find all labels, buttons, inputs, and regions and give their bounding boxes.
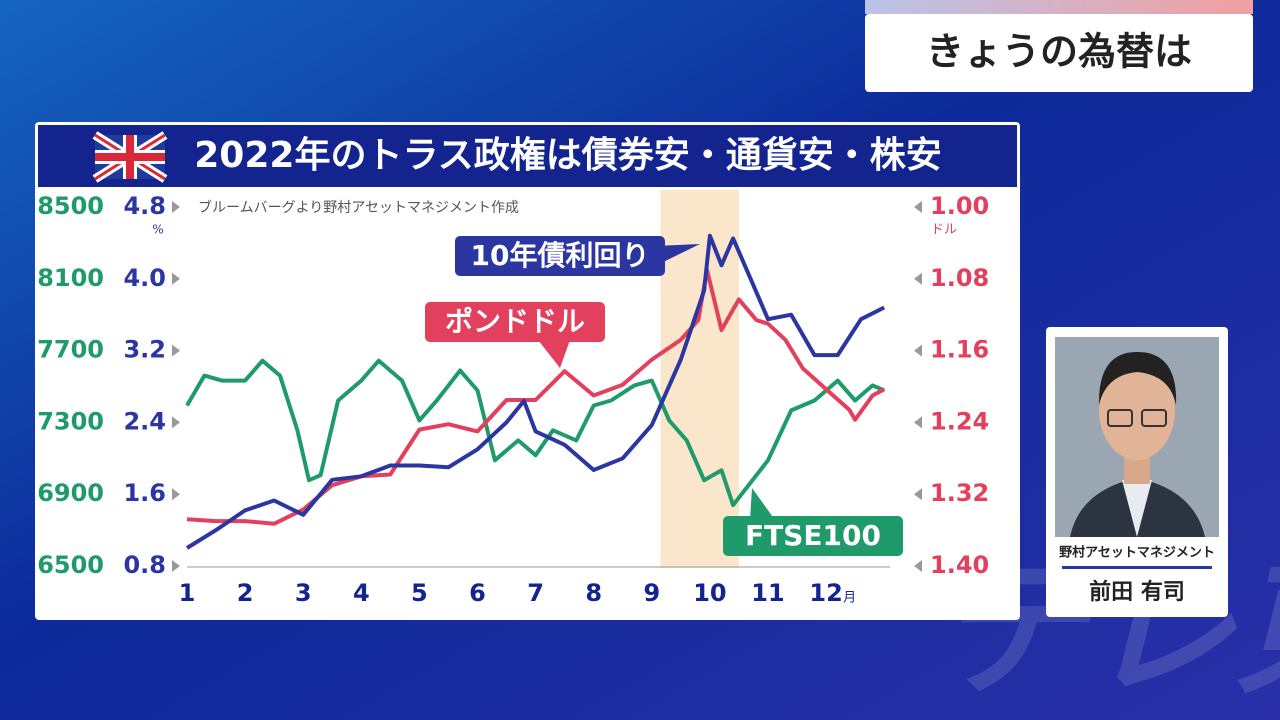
x-tick-label: 7 [527,579,544,607]
y-tick-label: 1.16 [930,336,989,364]
series-line [185,233,886,550]
tick-mark [914,344,922,357]
tick-mark [172,344,180,357]
tick-mark [914,416,922,429]
y-tick-label: 1.40 [930,551,989,579]
y-tick-label: 1.00 [930,192,989,220]
tick-mark [914,201,922,213]
title-bar [38,125,1017,187]
chart-title: 2022年のトラス政権は債券安・通貨安・株安 [194,135,941,176]
tick-mark [172,560,180,572]
series-label-box [455,236,665,276]
callout-pointer [655,244,700,266]
y-tick-label: 1.6 [123,479,166,507]
x-tick-label: 4 [353,579,370,607]
series-label-box [723,516,903,556]
guest-name: 前田 有司 [1089,579,1185,605]
series-label-box [425,302,605,342]
tick-mark [172,416,180,429]
x-tick-label: 9 [643,579,660,607]
tick-mark [914,560,922,572]
legend-label: FTSE100 [745,519,881,552]
x-tick-label: 3 [295,579,312,607]
y-tick-label: 0.8 [123,551,166,579]
y-tick-label: 7700 [37,336,104,364]
x-tick-label: 8 [585,579,602,607]
x-unit: 月 [843,591,856,606]
y-tick-label: 8500 [37,192,104,220]
header-stripe [865,0,1253,14]
tick-mark [914,488,922,501]
y-tick-label: 8100 [37,264,104,292]
guest-photo [1055,337,1219,537]
chart-panel [35,122,1020,620]
x-tick-label: 11 [751,579,784,607]
y-tick-label: 4.8 [123,192,166,220]
y-tick-label: 7300 [37,407,104,435]
y-tick-label: 4.0 [123,264,166,292]
guest-rule [1062,566,1212,569]
source-note: ブルームバーグより野村アセットマネジメント作成 [198,199,519,216]
y-tick-label: 1.24 [930,407,989,435]
tick-mark [172,488,180,501]
header-box [865,14,1253,92]
x-tick-label: 6 [469,579,486,607]
series-line [185,358,885,508]
x-tick-label: 12 [809,579,842,607]
header-title: きょうの為替は [926,30,1192,74]
y2-unit: % [152,223,163,237]
callout-pointer [750,488,775,520]
y-tick-label: 1.08 [930,264,989,292]
tick-mark [172,272,180,285]
x-tick-label: 2 [237,579,254,607]
y-tick-label: 3.2 [123,336,166,364]
y-tick-label: 1.32 [930,479,989,507]
y-tick-label: 6900 [37,479,104,507]
x-tick-label: 10 [693,579,726,607]
series-line [186,267,886,526]
x-tick-label: 5 [411,579,428,607]
x-tick-label: 1 [179,579,196,607]
uk-flag [92,131,168,183]
tick-mark [172,201,180,213]
y-tick-label: 2.4 [123,407,166,435]
y-tick-label: 6500 [37,551,104,579]
y3-unit: ドル [931,223,957,238]
callout-pointer [538,340,570,368]
legend-label: 10年債利回り [471,239,650,272]
tick-mark [914,272,922,285]
guest-company: 野村アセットマネジメント [1059,545,1215,561]
legend-label: ポンドドル [445,305,585,338]
